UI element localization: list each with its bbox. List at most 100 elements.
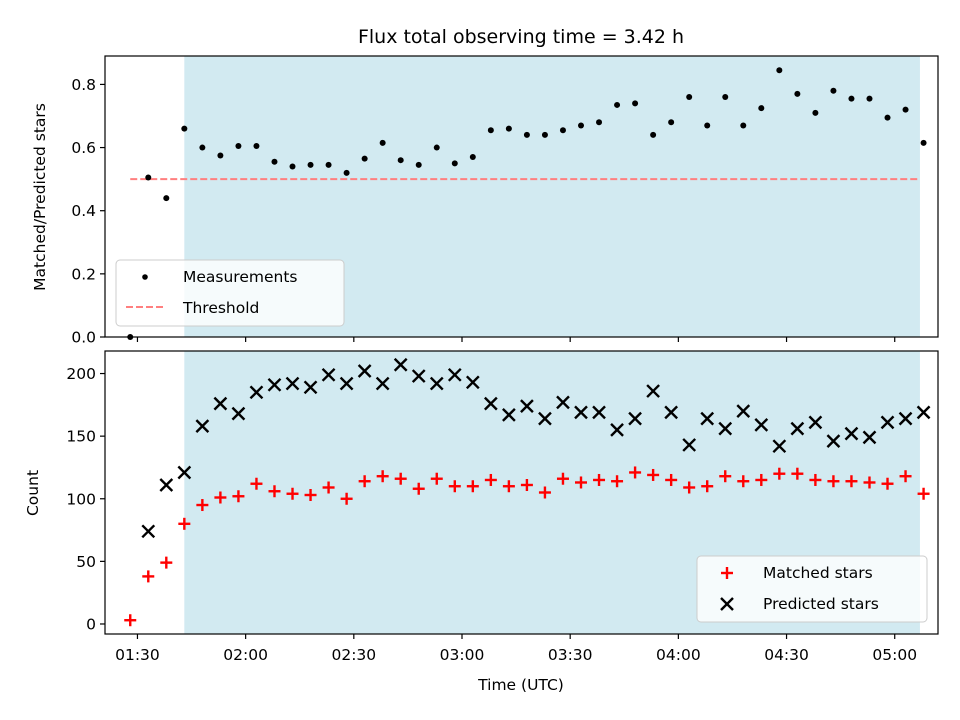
matched-star-point xyxy=(701,480,714,493)
matched-star-point xyxy=(466,480,479,493)
predicted-star-point xyxy=(700,411,715,426)
measurement-point xyxy=(686,94,693,101)
matched-star-point xyxy=(575,476,587,489)
ratio-x-axis xyxy=(136,337,896,342)
predicted-star-point xyxy=(736,404,751,418)
predicted-star-point xyxy=(195,419,210,433)
predicted-star-point xyxy=(898,411,913,426)
figure-title: Flux total observing time = 3.42 h xyxy=(358,26,684,48)
count-x-tick-label: 02:30 xyxy=(331,646,376,664)
measurement-point xyxy=(145,174,152,181)
measurement-point xyxy=(397,157,404,164)
measurement-point xyxy=(487,127,494,134)
matched-star-point xyxy=(160,556,173,569)
count-y-tick-label: 0 xyxy=(86,615,96,633)
predicted-star-point xyxy=(465,375,480,390)
count-x-tick-label: 05:00 xyxy=(872,646,917,664)
predicted-star-point xyxy=(844,426,859,441)
matched-star-point xyxy=(791,467,804,480)
matched-star-point xyxy=(520,478,533,491)
matched-star-point xyxy=(412,482,425,495)
ratio-legend: Measurements Threshold xyxy=(115,259,345,327)
matched-star-point xyxy=(593,473,606,486)
predicted-star-point xyxy=(429,376,444,391)
matched-star-point xyxy=(556,472,569,485)
predicted-star-point xyxy=(682,438,697,452)
matched-star-point xyxy=(232,490,245,503)
predicted-star-point xyxy=(231,406,246,421)
measurement-point xyxy=(812,109,819,116)
matched-star-point xyxy=(394,472,407,485)
matched-star-point xyxy=(484,473,497,486)
predicted-star-point xyxy=(664,405,679,420)
predicted-star-point xyxy=(267,377,282,392)
predicted-star-point xyxy=(592,405,606,420)
matched-stars-legend-marker xyxy=(721,567,733,579)
measurement-point xyxy=(433,144,440,151)
matched-star-point xyxy=(430,472,443,485)
matched-star-point xyxy=(719,470,732,483)
measurement-point xyxy=(163,195,170,202)
ratio-y-tick-label: 0.8 xyxy=(71,76,96,94)
matched-star-point xyxy=(917,487,930,500)
ratio-frame xyxy=(104,55,939,338)
predicted-star-point xyxy=(646,384,660,398)
ratio-y-tick-label: 0.4 xyxy=(71,202,96,220)
predicted-star-point xyxy=(141,524,156,539)
count-frame xyxy=(104,350,939,635)
predicted-star-point xyxy=(502,408,516,422)
count-panel: 0 50 100 150 200 01:30 02:00 02:30 03:00 03:30 04… xyxy=(24,350,939,694)
count-y-tick-label: 150 xyxy=(66,428,96,446)
matched-star-point xyxy=(881,477,894,490)
count-y-tick-label: 200 xyxy=(66,365,96,383)
ratio-y-axis: 0.0 0.2 0.4 0.6 0.8 xyxy=(71,76,105,347)
count-x-tick-label: 01:30 xyxy=(115,646,160,664)
predicted-star-point xyxy=(159,478,174,492)
count-y-tick-label: 100 xyxy=(66,490,96,508)
measurement-point xyxy=(289,163,296,170)
matched-star-point xyxy=(899,470,912,483)
measurement-point xyxy=(559,127,566,134)
count-legend: Matched stars Predicted stars xyxy=(696,555,928,623)
matched-star-point xyxy=(502,480,515,493)
count-x-axis: 01:30 02:00 02:30 03:00 03:30 04:00 04:30 05:00 xyxy=(115,634,917,664)
measurement-point xyxy=(307,161,314,168)
measurement-point xyxy=(794,90,801,97)
count-y-tick-label: 50 xyxy=(76,553,96,571)
measurement-point xyxy=(199,144,206,151)
matched-star-point xyxy=(178,517,191,530)
matched-star-point xyxy=(737,475,750,488)
count-x-tick-label: 04:30 xyxy=(764,646,809,664)
predicted-star-point xyxy=(177,465,192,480)
measurement-point xyxy=(866,95,873,102)
predicted-star-point xyxy=(321,367,336,382)
measurement-point xyxy=(343,169,350,176)
measurement-point xyxy=(361,155,368,162)
matched-star-point xyxy=(214,491,227,504)
measurement-point xyxy=(253,142,260,149)
measurement-point xyxy=(541,131,548,138)
measurement-point xyxy=(902,106,909,113)
predicted-star-point xyxy=(213,396,228,411)
count-y-axis-label: Count xyxy=(24,470,42,516)
measurement-point xyxy=(848,95,855,102)
measurement-point xyxy=(704,122,711,129)
predicted-star-point xyxy=(447,367,462,382)
matched-stars-legend-label: Matched stars xyxy=(763,564,873,582)
matched-star-point xyxy=(286,487,299,500)
measurement-point xyxy=(668,119,675,126)
matched-star-point xyxy=(358,475,371,488)
measurement-point xyxy=(325,161,332,168)
predicted-star-point xyxy=(303,380,318,395)
predicted-star-point xyxy=(411,369,426,383)
predicted-star-point xyxy=(628,411,642,426)
measurement-point xyxy=(830,87,837,94)
matched-star-point xyxy=(647,468,660,481)
matched-star-point xyxy=(340,492,353,505)
measurement-point xyxy=(722,94,729,101)
threshold-legend-label: Threshold xyxy=(182,299,259,317)
matched-star-point xyxy=(611,475,624,488)
matched-star-point xyxy=(683,481,696,494)
predicted-stars-legend-marker xyxy=(720,597,734,611)
measurement-point xyxy=(379,139,386,146)
